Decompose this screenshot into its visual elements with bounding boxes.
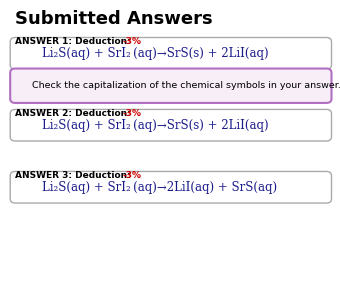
Text: -3%: -3% [122, 109, 141, 118]
Text: ANSWER 3: Deduction:: ANSWER 3: Deduction: [15, 171, 134, 180]
FancyBboxPatch shape [10, 171, 332, 203]
FancyBboxPatch shape [10, 69, 332, 103]
Text: ANSWER 1: Deduction:: ANSWER 1: Deduction: [15, 37, 134, 46]
Text: ANSWER 2: Deduction:: ANSWER 2: Deduction: [15, 109, 134, 118]
Text: -3%: -3% [122, 37, 141, 46]
Text: Submitted Answers: Submitted Answers [15, 10, 213, 28]
Text: -3%: -3% [122, 171, 141, 180]
FancyBboxPatch shape [10, 38, 332, 69]
Text: Check the capitalization of the chemical symbols in your answer.: Check the capitalization of the chemical… [32, 81, 340, 90]
Text: Li₂S(aq) + SrI₂ (aq)→2LiI(aq) + SrS(aq): Li₂S(aq) + SrI₂ (aq)→2LiI(aq) + SrS(aq) [42, 181, 278, 194]
Text: Li₂S(aq) + SrI₂ (aq)→SrS(s) + 2LiI(aq): Li₂S(aq) + SrI₂ (aq)→SrS(s) + 2LiI(aq) [42, 47, 269, 60]
FancyBboxPatch shape [10, 109, 332, 141]
Text: Li₂S(aq) + SrI₂ (aq)→SrS(s) + 2LiI(aq): Li₂S(aq) + SrI₂ (aq)→SrS(s) + 2LiI(aq) [42, 119, 269, 132]
